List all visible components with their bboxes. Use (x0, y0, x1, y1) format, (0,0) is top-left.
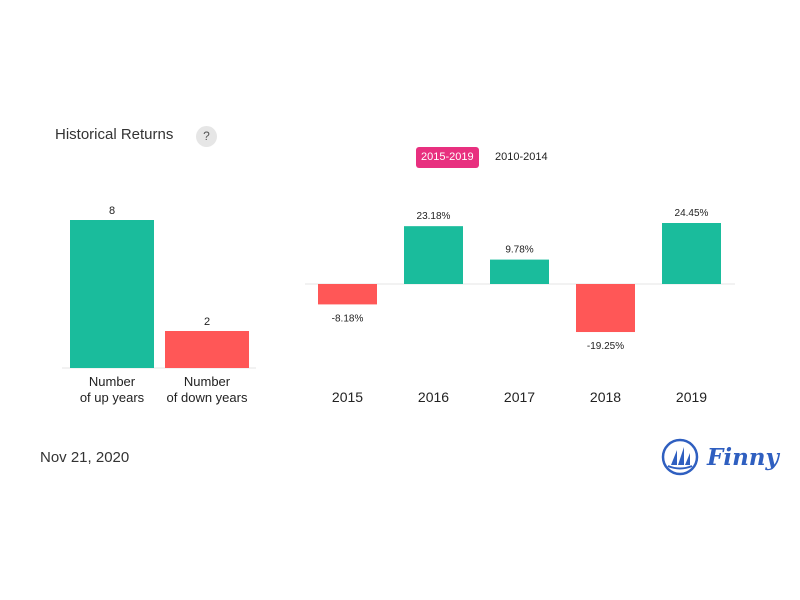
as-of-date: Nov 21, 2020 (40, 449, 130, 466)
data-label-2019: 24.45% (675, 208, 709, 219)
bar-down-years (165, 331, 249, 368)
data-label-2015: -8.18% (332, 313, 364, 324)
bar-up-years (70, 220, 154, 368)
data-label-2017: 9.78% (505, 245, 533, 256)
bar-2016 (404, 226, 463, 284)
tab-2010-2014[interactable]: 2010-2014 (495, 151, 548, 163)
bar-2015 (318, 284, 377, 305)
x-tick-2019: 2019 (676, 389, 707, 405)
x-tick-2015: 2015 (332, 389, 363, 405)
data-label-down-years: 2 (204, 316, 210, 328)
category-label-up-years-2: of up years (80, 390, 145, 405)
bar-2017 (490, 259, 549, 284)
x-tick-2017: 2017 (504, 389, 535, 405)
finny-logo[interactable]: Finny (660, 437, 779, 479)
sailboat-icon (661, 438, 699, 476)
data-label-2016: 23.18% (417, 211, 451, 222)
data-label-up-years: 8 (109, 205, 115, 217)
category-label-down-years-1: Number (184, 374, 231, 389)
tab-2015-2019[interactable]: 2015-2019 (416, 147, 479, 168)
chart-title: Historical Returns (55, 126, 174, 143)
brand-name: Finny (707, 444, 779, 471)
category-label-down-years-2: of down years (167, 390, 248, 405)
x-tick-2018: 2018 (590, 389, 621, 405)
bar-2018 (576, 284, 635, 333)
help-icon[interactable]: ? (196, 126, 217, 147)
data-label-2018: -19.25% (587, 341, 624, 352)
x-tick-2016: 2016 (418, 389, 449, 405)
category-label-up-years-1: Number (89, 374, 136, 389)
bar-2019 (662, 223, 721, 284)
